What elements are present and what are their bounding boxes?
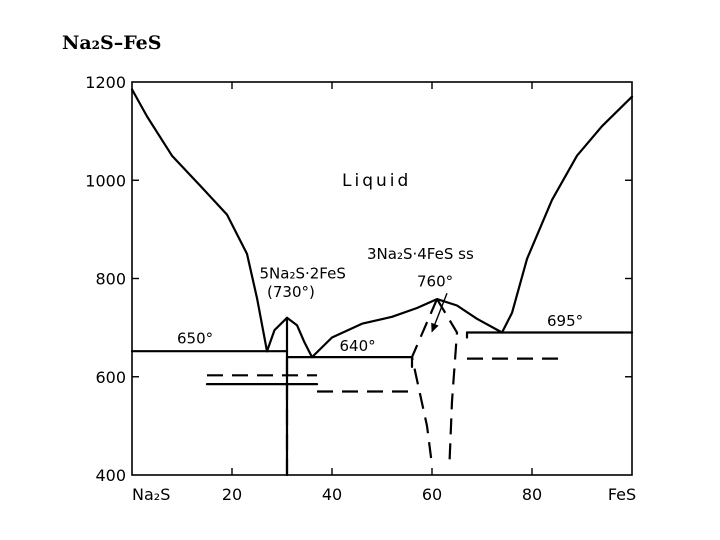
- y-tick-label: 1200: [85, 73, 126, 92]
- solid-boundary-line: [130, 88, 269, 353]
- y-tick-label: 1000: [85, 171, 126, 190]
- annotation-label: 695°: [547, 312, 583, 330]
- y-tick-label: 600: [95, 368, 126, 387]
- annotation-label: 5Na₂S·2FeS: [260, 265, 346, 283]
- axis-ticks: [132, 82, 632, 475]
- annotation-label: 760°: [417, 272, 453, 290]
- phase-boundaries: [130, 88, 634, 477]
- y-tick-label: 400: [95, 466, 126, 485]
- y-tick-labels: 400 600 800 1000 1200: [85, 73, 126, 485]
- solid-boundary-line: [265, 316, 314, 359]
- x-tick-label: FeS: [608, 485, 636, 504]
- annotation-label: 640°: [340, 337, 376, 355]
- dashed-boundary-line: [410, 298, 439, 466]
- x-tick-label: 80: [522, 485, 542, 504]
- annotation-label: Liquid: [342, 171, 411, 191]
- x-tick-labels: Na₂S 20 40 60 80 FeS: [132, 485, 636, 504]
- annotations: Liquid 5Na₂S·2FeS(730°) 3Na₂S·4FeS ss 760° 6…: [177, 171, 583, 355]
- solid-boundary-line: [500, 95, 634, 334]
- annotation-label: 3Na₂S·4FeS ss: [367, 245, 474, 263]
- arrow-pointer: [431, 292, 448, 333]
- chart-title: Na₂S–FeS: [62, 32, 161, 54]
- x-tick-label: 60: [422, 485, 442, 504]
- annotation-label: (730°): [267, 283, 315, 301]
- dashed-boundary-line: [436, 298, 459, 463]
- annotation-label: 650°: [177, 329, 213, 347]
- x-tick-label: 40: [322, 485, 342, 504]
- solid-boundary-line: [310, 298, 504, 359]
- x-tick-label: 20: [222, 485, 242, 504]
- x-tick-label: Na₂S: [132, 485, 170, 504]
- plot-frame: [131, 81, 633, 476]
- y-tick-label: 800: [95, 270, 126, 289]
